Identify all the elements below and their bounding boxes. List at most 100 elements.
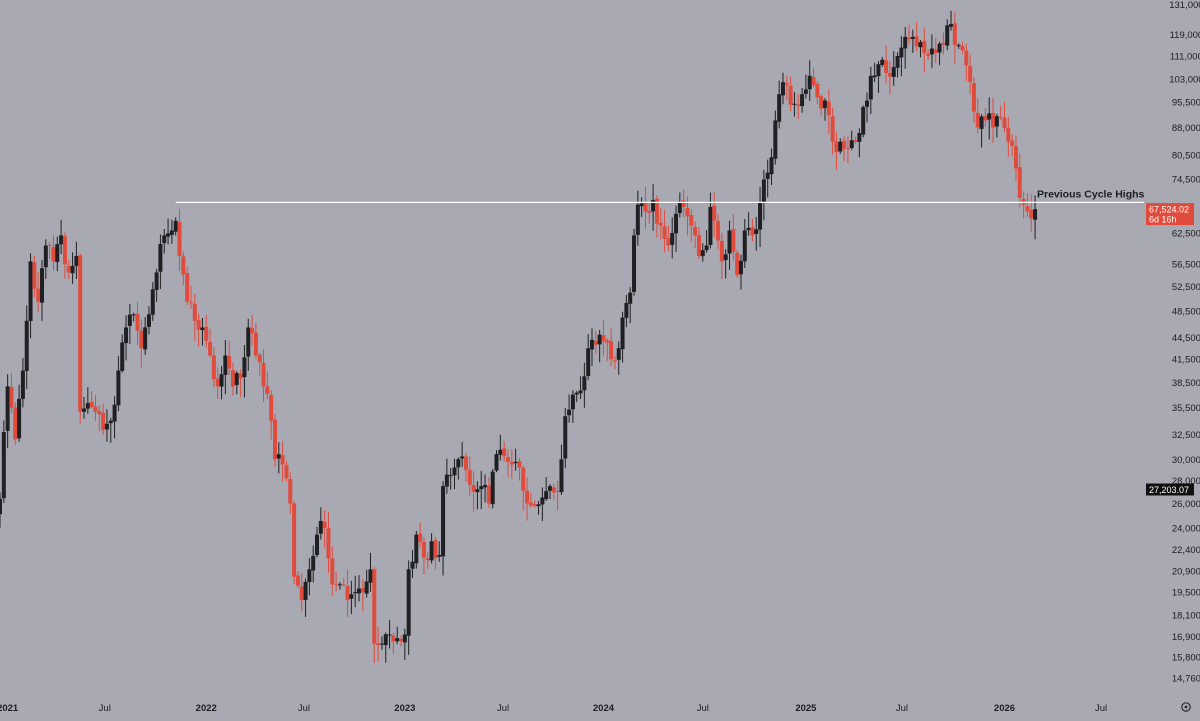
candle-body: [616, 348, 621, 360]
candle-body: [567, 409, 572, 416]
candle-body: [624, 303, 629, 318]
candle-body: [971, 83, 976, 112]
candle: [204, 315, 209, 348]
candle: [330, 546, 335, 596]
y-tick-label: 103,000.00: [1169, 74, 1200, 85]
candle-body: [754, 229, 759, 234]
candle-body: [242, 357, 247, 377]
candle-body: [502, 448, 507, 457]
candle: [609, 328, 614, 367]
candle-body: [926, 53, 931, 56]
candle-body: [82, 408, 87, 412]
candle: [441, 481, 446, 576]
candle: [777, 80, 782, 129]
candle: [727, 220, 732, 270]
candle-body: [792, 103, 797, 105]
candle-body: [968, 66, 973, 82]
candle-body: [272, 419, 277, 460]
candle-body: [819, 96, 824, 109]
candle-body: [1002, 117, 1007, 128]
candle: [82, 396, 87, 419]
candle: [93, 395, 98, 421]
candle-body: [299, 586, 304, 601]
candle-body: [234, 373, 239, 385]
candle: [479, 470, 484, 510]
candle-body: [135, 313, 140, 331]
candle-body: [605, 340, 610, 343]
candle: [483, 474, 488, 503]
settings-icon[interactable]: [1181, 702, 1191, 712]
y-tick-label: 44,500.00: [1172, 333, 1200, 344]
candle: [97, 405, 102, 431]
candle-body: [1025, 206, 1030, 212]
candle: [89, 391, 94, 409]
candle: [181, 251, 186, 285]
candle-body: [826, 101, 831, 116]
candle: [303, 578, 308, 617]
candle: [700, 243, 705, 262]
candle-body: [250, 328, 255, 334]
candle-body: [303, 581, 308, 600]
candle: [811, 67, 816, 88]
x-tick-label: Jul: [298, 703, 310, 714]
candle: [624, 294, 629, 328]
candle-body: [441, 486, 446, 557]
candle: [830, 107, 835, 155]
candle: [162, 228, 167, 254]
candle-body: [868, 75, 873, 100]
candle-body: [330, 558, 335, 585]
x-tick-label: Jul: [896, 703, 908, 714]
candle: [578, 376, 583, 400]
candle: [169, 219, 174, 244]
candle-body: [750, 227, 755, 236]
candle: [418, 522, 423, 548]
candle: [712, 192, 717, 238]
candle: [994, 113, 999, 138]
candle-body: [513, 461, 518, 464]
candle: [605, 338, 610, 362]
candle-body: [433, 540, 438, 559]
candle-body: [74, 255, 79, 266]
candle-body: [200, 327, 205, 331]
candle: [230, 362, 235, 396]
candle: [257, 352, 262, 377]
candle-body: [914, 36, 919, 47]
candle-body: [257, 354, 262, 363]
candle-body: [528, 502, 533, 506]
candle-body: [402, 634, 407, 643]
candle: [551, 483, 556, 501]
y-tick-label: 28,000.00: [1172, 476, 1200, 487]
candle-body: [670, 233, 675, 245]
candle: [376, 627, 381, 662]
candle: [353, 575, 358, 608]
candle-body: [929, 48, 934, 55]
candle-body: [196, 320, 201, 330]
candle: [51, 235, 56, 271]
candle-body: [13, 407, 18, 440]
candle-body: [830, 116, 835, 142]
candle-body: [399, 638, 404, 642]
candle: [563, 407, 568, 469]
candle: [1002, 102, 1007, 133]
candle-body: [532, 504, 537, 506]
candle: [532, 500, 537, 508]
candle-body: [811, 77, 816, 86]
candle: [597, 329, 602, 363]
candle-body: [146, 314, 151, 327]
candle: [735, 249, 740, 279]
candle: [670, 217, 675, 259]
candle: [658, 207, 663, 240]
candle: [70, 252, 75, 284]
candle: [758, 187, 763, 248]
candle: [555, 480, 560, 511]
candle-body: [643, 201, 648, 212]
candle-body: [570, 394, 575, 410]
candle-body: [345, 585, 350, 601]
candle-body: [635, 204, 640, 235]
candle: [36, 272, 41, 313]
candle: [284, 461, 289, 482]
candle-body: [104, 423, 109, 430]
candle-body: [40, 268, 45, 303]
candle: [127, 304, 132, 344]
candle: [884, 45, 889, 84]
